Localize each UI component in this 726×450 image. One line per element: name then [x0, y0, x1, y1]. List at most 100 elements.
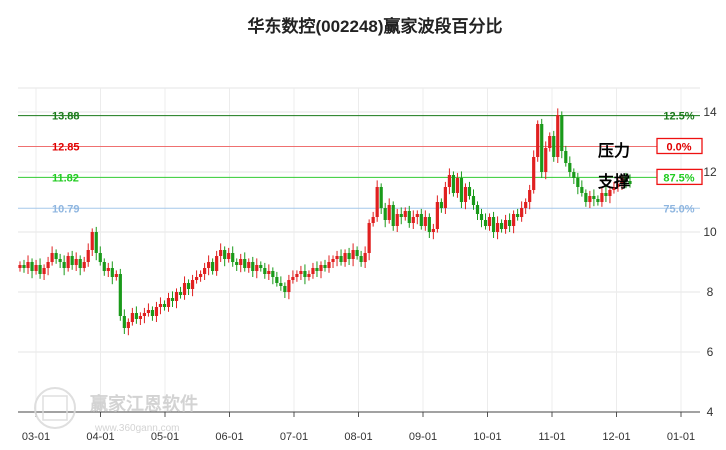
candle-body — [150, 310, 155, 316]
candle-body — [624, 178, 628, 181]
candle-body — [279, 283, 283, 286]
x-tick-label: 07-01 — [280, 431, 308, 443]
candle-body — [375, 187, 379, 217]
candle-body — [532, 157, 536, 190]
candle-body — [138, 316, 142, 319]
candle-body — [588, 196, 592, 202]
y-tick-label: 14 — [703, 105, 717, 119]
candle-body — [604, 193, 608, 196]
candle-body — [311, 268, 315, 274]
candle-body — [516, 214, 520, 217]
candle-body — [223, 250, 227, 259]
resistance-label: 压力 — [598, 141, 630, 160]
candle-body — [471, 196, 476, 205]
candle-body — [74, 259, 78, 265]
candle-body — [82, 262, 86, 268]
candle-body — [584, 193, 588, 202]
candle-body — [158, 304, 163, 307]
candle-body — [620, 178, 624, 184]
candle-body — [54, 253, 58, 259]
candle-body — [339, 256, 343, 262]
candle-body — [483, 220, 488, 226]
candle-body — [540, 124, 544, 172]
candle-body — [247, 262, 251, 268]
candle-body — [190, 280, 195, 289]
candle-body — [291, 277, 295, 280]
candle-body — [491, 217, 496, 232]
level-percent-box — [656, 168, 703, 186]
candle-body — [162, 304, 167, 307]
candle-body — [186, 283, 191, 289]
candle-body — [495, 223, 500, 232]
candle-body — [106, 268, 110, 271]
candle-body — [215, 256, 219, 271]
candle-body — [343, 253, 347, 262]
candle-body — [379, 187, 383, 208]
candle-body — [231, 253, 235, 262]
candle-body — [431, 229, 435, 232]
candle-body — [295, 274, 299, 277]
candle-body — [46, 262, 50, 268]
candle-body — [142, 313, 147, 316]
candle-body — [572, 172, 576, 178]
candle-body — [512, 214, 516, 226]
level-percent-label: 12.5% — [663, 111, 694, 123]
candle-body — [50, 253, 54, 262]
candle-body — [459, 178, 464, 202]
candle-body — [166, 298, 171, 307]
candle-body — [355, 250, 359, 256]
candle-body — [347, 253, 351, 259]
candle-body — [371, 217, 375, 223]
candle-body — [403, 211, 407, 217]
x-tick-label: 04-01 — [86, 431, 114, 443]
candle-body — [134, 313, 138, 319]
candle-body — [30, 262, 34, 271]
candle-body — [251, 262, 255, 271]
candle-body — [499, 223, 504, 229]
candle-body — [259, 265, 263, 268]
candle-body — [174, 292, 179, 301]
candle-body — [315, 268, 319, 271]
candles — [18, 108, 632, 336]
candle-body — [219, 250, 223, 256]
x-tick-label: 06-01 — [215, 431, 243, 443]
candle-body — [367, 223, 371, 253]
candle-body — [154, 307, 159, 316]
candle-body — [26, 262, 30, 268]
watermark-seal — [34, 387, 76, 429]
level-price-label: 13.88 — [52, 111, 80, 123]
candle-body — [198, 274, 203, 277]
candle-body — [146, 310, 151, 313]
support-label: 支撑 — [597, 172, 630, 191]
x-tick-label: 12-01 — [602, 431, 630, 443]
level-percent-label: 0.0% — [666, 142, 691, 154]
candle-body — [98, 253, 102, 262]
candle-body — [628, 181, 632, 184]
candle-body — [592, 196, 596, 199]
candle-body — [130, 313, 134, 322]
candle-body — [118, 274, 122, 316]
candle-body — [182, 283, 187, 295]
candle-body — [62, 262, 66, 268]
candle-body — [70, 256, 74, 265]
watermark: 赢家江恩软件 www.360gann.com — [34, 387, 198, 434]
level-percent-label: 75.0% — [663, 203, 694, 215]
candle-body — [528, 190, 532, 202]
candle-body — [94, 232, 98, 253]
y-tick-label: 12 — [703, 165, 717, 179]
x-tick-label: 03-01 — [22, 431, 50, 443]
candle-body — [359, 256, 363, 262]
candle-body — [327, 262, 331, 268]
candle-body — [423, 217, 427, 226]
candle-body — [395, 214, 399, 226]
y-tick-label: 4 — [707, 405, 714, 419]
candle-body — [78, 259, 82, 268]
x-tick-label: 01-01 — [667, 431, 695, 443]
candle-body — [170, 298, 175, 301]
candle-body — [203, 268, 207, 274]
candle-body — [22, 265, 26, 268]
level-lines: 13.88 12.5% 12.85 0.0% 11.82 87.5% 10.79 75.0% — [18, 111, 703, 215]
candle-body — [576, 178, 580, 187]
candle-body — [34, 265, 38, 271]
candle-body — [487, 217, 492, 226]
